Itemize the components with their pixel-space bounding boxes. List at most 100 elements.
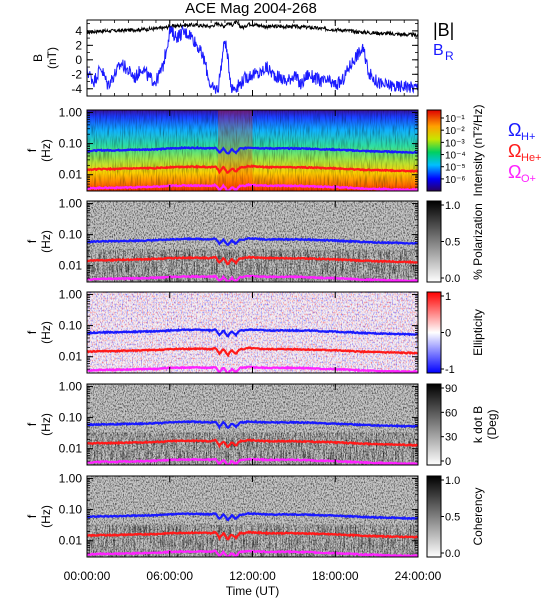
y-tick-label: 0.10 bbox=[59, 319, 83, 333]
colorbar-tick-label: 1 bbox=[445, 291, 451, 303]
colorbar-label: Ellipticity bbox=[471, 309, 485, 356]
panel-ellipticity: 1.00 0.10 0.01 f (Hz) bbox=[25, 287, 419, 374]
panel-polarization: 1.00 0.10 0.01 f (Hz) bbox=[25, 196, 419, 283]
gyrofrequency-legend: Ω H+Ω He+Ω O+ bbox=[508, 120, 542, 185]
colorbar-gradient bbox=[426, 383, 442, 466]
colorbar-tick-label: 0.5 bbox=[445, 237, 460, 249]
y-tick-label: 0.01 bbox=[59, 442, 83, 456]
y-tick-label: 0.01 bbox=[59, 168, 83, 182]
colorbar-gradient bbox=[426, 109, 442, 192]
y-axis-label: f bbox=[25, 330, 39, 334]
h-plus-gyro-line bbox=[87, 419, 418, 430]
he-plus-gyro-line bbox=[87, 530, 418, 541]
y-tick-label: -4 bbox=[71, 82, 82, 96]
gyro-legend-sub: O+ bbox=[521, 173, 536, 185]
colorbar-label: k dot B bbox=[471, 406, 485, 443]
colorbar-tick-label: 1.0 bbox=[445, 475, 460, 487]
x-tick-label: 18:00:00 bbox=[312, 569, 359, 583]
gyro-legend-omega: Ω bbox=[508, 120, 521, 140]
y-axis-label: f bbox=[25, 239, 39, 243]
y-axis-unit: (Hz) bbox=[39, 139, 53, 162]
gyro-legend-sub: He+ bbox=[521, 152, 542, 164]
h-plus-gyro-line bbox=[87, 236, 418, 247]
y-axis-unit: (Hz) bbox=[39, 505, 53, 528]
colorbar-ellipticity: 1 0 -1 Ellipticity bbox=[426, 291, 485, 376]
colorbar-tick-label: 0 bbox=[445, 456, 451, 468]
colorbar-tick-label: 10⁻⁶ bbox=[445, 175, 466, 186]
time-axis: 00:00:00 06:00:00 12:00:00 18:00:00 24:00:00… bbox=[64, 569, 442, 598]
y-tick-label: 1.00 bbox=[59, 196, 83, 210]
colorbar-tick-label: 10⁻⁴ bbox=[445, 151, 466, 162]
field-legend: |B| B R bbox=[433, 20, 454, 63]
colorbar-tick-label: 10⁻⁵ bbox=[445, 163, 466, 174]
he-plus-gyro-line bbox=[87, 255, 418, 266]
colorbar-coherency: 1.0 0.5 0.0 Coherency bbox=[426, 475, 485, 560]
y-tick-label: 0.10 bbox=[59, 137, 83, 151]
h-plus-gyro-line bbox=[87, 327, 418, 338]
series-line-b-r bbox=[87, 25, 418, 94]
spectrogram-image bbox=[87, 292, 418, 373]
y-axis-unit: (Hz) bbox=[39, 230, 53, 253]
colorbar-tick-label: 0.0 bbox=[445, 548, 460, 560]
colorbar-gradient bbox=[426, 200, 442, 283]
spectrogram-image bbox=[87, 384, 418, 465]
colorbar-tick-label: 30 bbox=[445, 432, 457, 444]
y-tick-label: 2 bbox=[75, 38, 82, 52]
legend-b-total: |B| bbox=[433, 20, 454, 40]
panel-coherency: 1.00 0.10 0.01 f (Hz) bbox=[25, 471, 419, 558]
colorbar-label: (Deg) bbox=[485, 409, 499, 439]
panel-magnetic-field: 420-2-4 B (nT) bbox=[31, 19, 419, 97]
colorbar-tick-label: 0 bbox=[445, 328, 451, 340]
colorbar-k-dot-b: 90 60 30 0 k dot B (Deg) bbox=[426, 383, 499, 468]
legend-b-r-sub: R bbox=[445, 49, 454, 63]
x-axis-label: Time (UT) bbox=[226, 584, 280, 598]
gyro-legend-omega: Ω bbox=[508, 162, 521, 182]
y-tick-label: 1.00 bbox=[59, 287, 83, 301]
y-tick-label: 0.10 bbox=[59, 503, 83, 517]
y-tick-label: 4 bbox=[75, 24, 82, 38]
panel-k-dot-b: 1.00 0.10 0.01 f (Hz) bbox=[25, 379, 419, 466]
spectrogram-image bbox=[87, 110, 418, 191]
x-tick-label: 00:00:00 bbox=[64, 569, 111, 583]
h-plus-gyro-line bbox=[87, 145, 418, 155]
gyro-legend-sub: H+ bbox=[521, 131, 535, 143]
x-tick-label: 24:00:00 bbox=[395, 569, 442, 583]
figure-title: ACE Mag 2004-268 bbox=[185, 0, 317, 17]
x-tick-label: 12:00:00 bbox=[229, 569, 276, 583]
y-axis-label: B bbox=[31, 54, 45, 62]
colorbar-tick-label: 10⁻³ bbox=[445, 138, 465, 149]
y-tick-label: 0.01 bbox=[59, 259, 83, 273]
y-tick-label: 0.10 bbox=[59, 228, 83, 242]
colorbar-gradient bbox=[426, 475, 442, 558]
y-axis-unit: (Hz) bbox=[39, 321, 53, 344]
y-tick-label: 0.01 bbox=[59, 534, 83, 548]
colorbar-label: % Polarization bbox=[471, 203, 485, 280]
y-tick-label: 1.00 bbox=[59, 379, 83, 393]
plot-area bbox=[87, 20, 418, 96]
x-tick-label: 06:00:00 bbox=[146, 569, 193, 583]
colorbar-tick-label: 60 bbox=[445, 407, 457, 419]
colorbars: 10⁻¹10⁻²10⁻³ 10⁻⁴10⁻⁵10⁻⁶ Intensity (nT²/H… bbox=[426, 104, 499, 560]
y-axis-unit: (nT) bbox=[45, 47, 59, 69]
colorbar-tick-label: 10⁻² bbox=[445, 126, 465, 137]
colorbar-tick-label: 0.5 bbox=[445, 512, 460, 524]
gyro-legend-omega: Ω bbox=[508, 141, 521, 161]
y-axis-label: f bbox=[25, 514, 39, 518]
colorbar-gradient bbox=[426, 291, 442, 374]
y-tick-label: 0.10 bbox=[59, 411, 83, 425]
colorbar-tick-label: 1.0 bbox=[445, 200, 460, 212]
colorbar-label: Coherency bbox=[471, 487, 485, 545]
spectrogram-image bbox=[87, 201, 418, 282]
legend-b-r: B bbox=[433, 42, 444, 59]
he-plus-gyro-line bbox=[87, 346, 418, 358]
y-tick-label: 1.00 bbox=[59, 105, 83, 119]
spectrogram-image bbox=[87, 476, 418, 557]
y-tick-label: 0 bbox=[75, 53, 82, 67]
colorbar-label: Intensity (nT²/Hz) bbox=[471, 104, 485, 196]
colorbar-tick-label: 90 bbox=[445, 383, 457, 395]
colorbar-tick-label: 10⁻¹ bbox=[445, 114, 465, 125]
colorbar-polarization: 1.0 0.5 0.0 % Polarization bbox=[426, 200, 485, 285]
y-tick-label: -2 bbox=[71, 67, 82, 81]
y-tick-label: 0.01 bbox=[59, 350, 83, 364]
